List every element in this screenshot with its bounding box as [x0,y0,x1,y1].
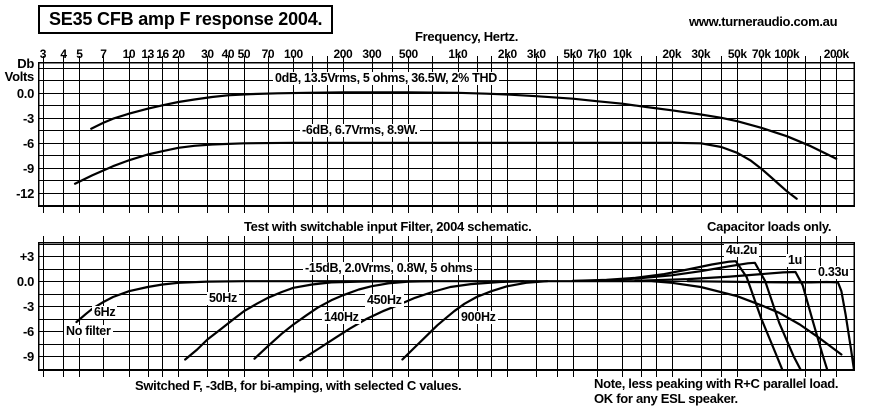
freq-tick-label: 13 [141,47,154,61]
curve-label: 1u [786,253,804,267]
freq-tick-label: 500 [398,47,418,61]
freq-tick-label: 4 [60,47,67,61]
page-title: SE35 CFB amp F response 2004. [38,5,334,34]
freq-tick-label: 200 [333,47,353,61]
y-axis-unit-db: Db [17,56,34,71]
freq-tick-label: 5 [76,47,83,61]
curve-label: -15dB, 2.0Vrms, 0.8W, 5 ohms [303,261,475,275]
freq-tick-label: 10 [122,47,136,61]
y-tick-label: +3 [19,249,35,265]
freq-tick-label: 3k0 [526,47,546,61]
freq-tick-label: 300 [362,47,382,61]
freq-tick-label: 40 [221,47,235,61]
curve-900hz [401,280,549,361]
curve-label: 900Hz [459,310,498,324]
curve-0db-13-5vrms-5-ohms-36-5w-2-thd [90,91,838,160]
freq-tick-label: 200k [823,47,850,61]
y-tick-label: 0.0 [16,274,34,290]
freq-tick-label: 50 [237,47,251,61]
y-axis-unit-volts: Volts [4,69,35,84]
freq-tick-label: 1k0 [448,47,468,61]
website-url: www.turneraudio.com.au [689,14,838,29]
curve-140hz [253,280,434,360]
grid [38,236,855,377]
curve-label: 50Hz [207,291,239,305]
caption-note-esl: OK for any ESL speaker. [594,391,738,406]
y-tick-label: -6 [23,324,34,340]
y-tick-label: -3 [23,110,34,126]
frequency-axis-title: Frequency, Hertz. [415,29,519,44]
caption-capacitor-loads: Capacitor loads only. [707,219,832,234]
curve-0-33u [686,280,855,371]
y-tick-label: -3 [23,299,34,315]
curve-1u [634,270,829,371]
freq-tick-label: 20k [662,47,682,61]
curve-label: 0.33u [816,265,851,279]
curve-2u [595,261,803,371]
freq-tick-label: 16 [156,47,169,61]
bottom-response-chart [38,236,855,377]
freq-tick-label: 2k0 [497,47,517,61]
freq-tick-label: 70k [751,47,771,61]
freq-tick-label: 7k0 [587,47,607,61]
y-tick-label: -6 [23,135,34,151]
freq-tick-label: 70 [261,47,275,61]
freq-tick-label: 3 [39,47,47,61]
freq-tick-label: 30k [691,47,711,61]
caption-filter-test: Test with switchable input Filter, 2004 … [244,219,532,234]
curve-label: No filter [64,324,113,338]
y-tick-label: -9 [23,349,34,365]
curve-label: 0dB, 13.5Vrms, 5 ohms, 36.5W, 2% THD [273,71,499,85]
curve-label: 4u.2u [724,243,760,257]
freq-tick-label: 100 [283,47,303,61]
caption-note-peaking: Note, less peaking with R+C parallel loa… [594,376,839,391]
freq-tick-label: 30 [201,47,214,61]
freq-tick-label: 100k [774,47,800,61]
curve-label: 450Hz [365,293,404,307]
freq-tick-label: 50k [727,47,747,61]
caption-switched-filter: Switched F, -3dB, for bi-amping, with se… [135,378,462,393]
y-tick-label: -9 [23,160,34,176]
y-tick-label: 0.0 [16,85,34,101]
curve-label: -6dB, 6.7Vrms, 8.9W. [300,123,420,137]
freq-tick-label: 20 [172,47,185,61]
curve-50hz [184,280,394,361]
freq-tick-label: 5k0 [563,47,583,61]
y-tick-label: -12 [16,185,34,201]
curve-label: 6Hz [92,305,118,319]
curve-label: 140Hz [322,310,361,324]
freq-tick-label: 7 [100,47,107,61]
freq-tick-label: 10k [612,47,632,61]
curve-6db-6-7vrms-8-9w [73,141,798,200]
